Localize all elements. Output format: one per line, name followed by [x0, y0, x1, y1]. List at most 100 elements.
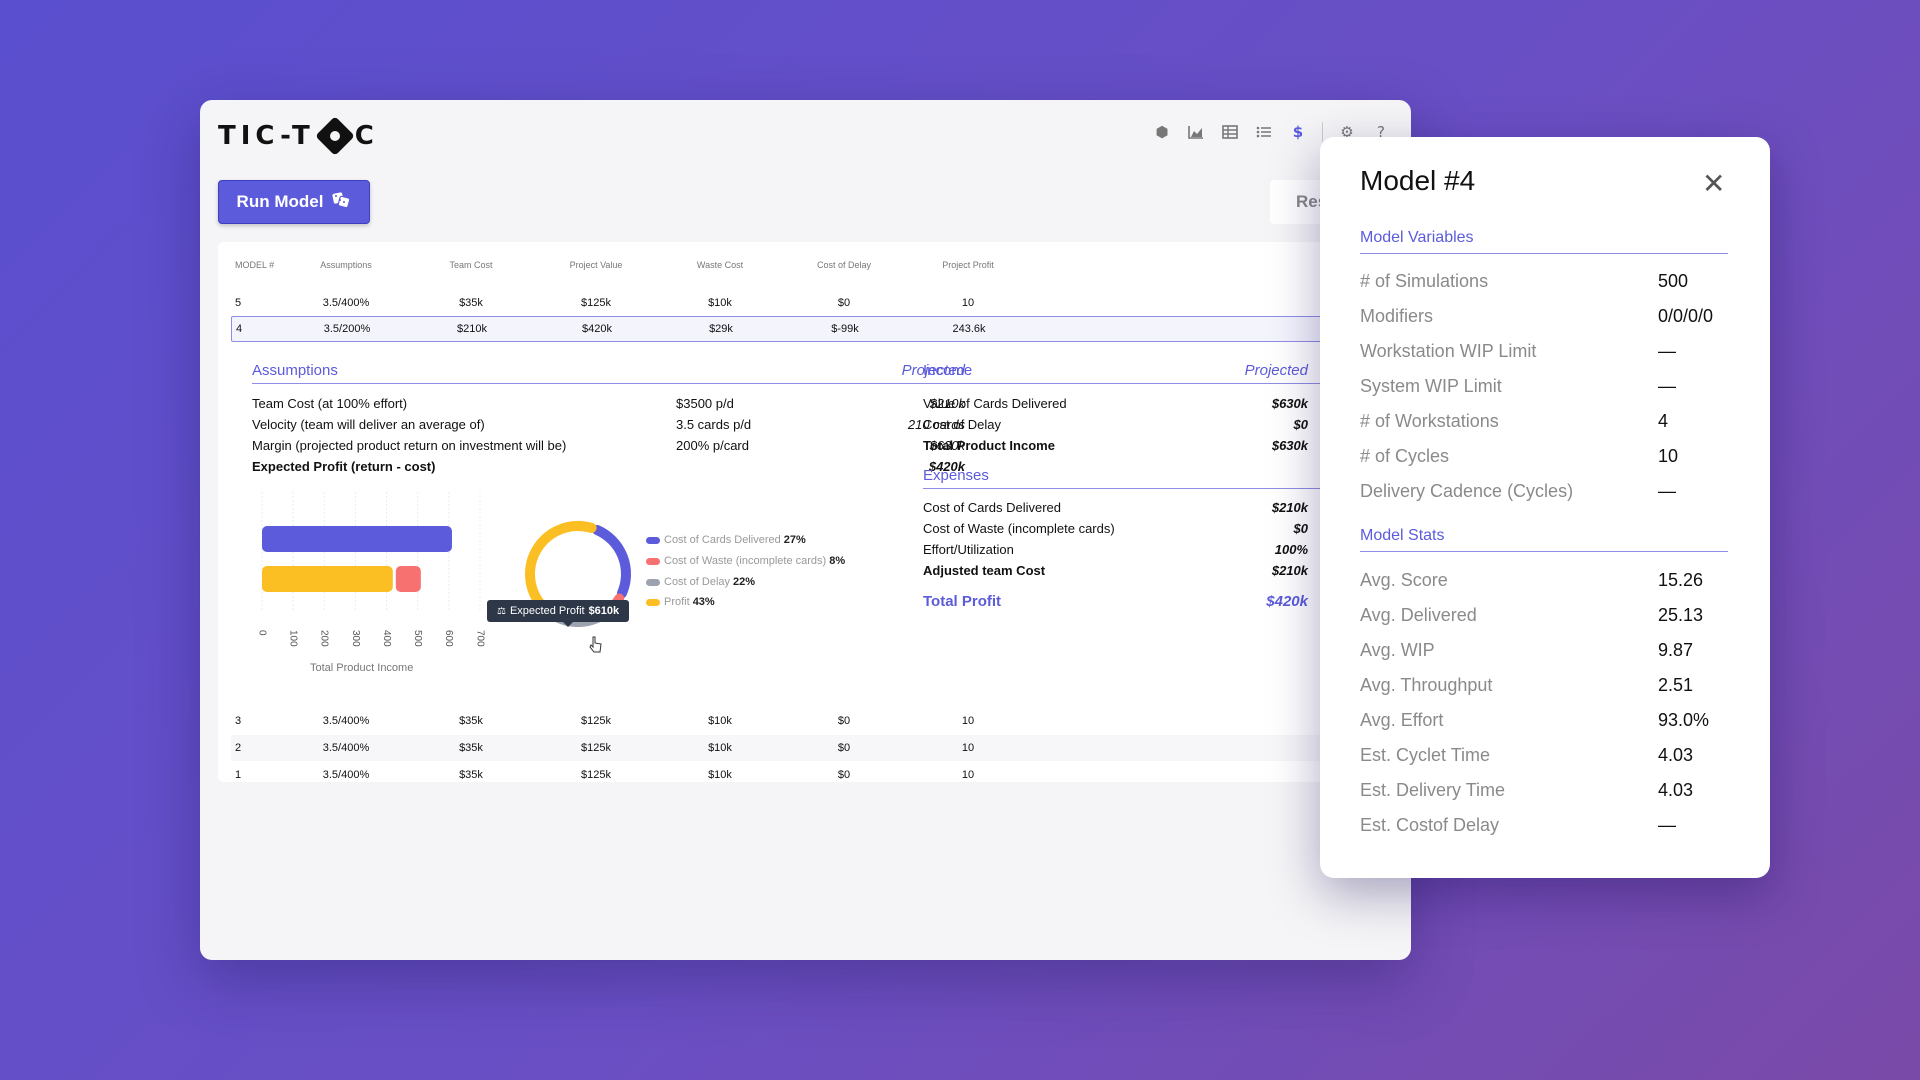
stat-label: Avg. WIP: [1360, 640, 1435, 660]
cell-waste-cost: $29k: [709, 323, 733, 335]
cell-waste-cost: $10k: [708, 715, 732, 727]
cell-team-cost: $35k: [459, 742, 483, 754]
cell-model: 4: [236, 323, 243, 335]
header-waste-cost: Waste Cost: [696, 260, 744, 270]
cell-team-cost: $35k: [459, 769, 483, 781]
variable-value: 500: [1658, 271, 1689, 291]
income-value: $630k: [1271, 396, 1308, 411]
cell-project-profit: 10: [961, 742, 975, 754]
cell-assumptions: 3.5/200%: [323, 323, 371, 335]
assumption-rate: $3500 p/d: [676, 396, 734, 411]
area-chart-icon[interactable]: [1186, 122, 1206, 142]
table-icon[interactable]: [1220, 122, 1240, 142]
variable-value: —: [1658, 481, 1676, 501]
cell-assumptions: 3.5/400%: [322, 297, 370, 309]
logo: TIC-T C: [218, 116, 379, 156]
cell-project-profit: 10: [961, 715, 975, 727]
run-model-button[interactable]: Run Model: [218, 180, 370, 224]
x-tick-label: 700: [474, 630, 485, 647]
legend-swatch: [646, 536, 660, 544]
table-row-selected[interactable]: 4 3.5/200% $210k $420k $29k $-99k 243.6k: [231, 316, 1411, 342]
cell-project-profit: 10: [961, 769, 975, 781]
cell-model: 2: [235, 742, 242, 754]
app-window: TIC-T C ⬢ $ ⚙ ? Run Model Res MODEL # Ass…: [200, 100, 1411, 960]
legend-percent: 8%: [829, 555, 846, 567]
cell-cost-of-delay: $0: [837, 742, 851, 754]
header-team-cost: Team Cost: [449, 260, 493, 270]
logo-text-left: TIC-T: [218, 121, 315, 151]
income-label: Cost of Delay: [923, 417, 1002, 432]
variable-value: 10: [1658, 446, 1679, 466]
dollar-icon[interactable]: $: [1292, 123, 1304, 141]
stat-value: —: [1658, 815, 1676, 835]
variable-label: System WIP Limit: [1360, 376, 1502, 396]
income-bar-chart: 0 100 200 300 400 500 600 700: [256, 492, 485, 647]
tooltip-value: $610k: [588, 605, 620, 617]
table-header: MODEL # Assumptions Team Cost Project Va…: [231, 252, 1411, 278]
assumptions-title: Assumptions: [252, 362, 338, 379]
cell-team-cost: $35k: [459, 297, 483, 309]
expenses-title: Expenses: [923, 467, 989, 484]
expense-value: $0: [1293, 521, 1308, 536]
x-tick-label: 300: [350, 630, 361, 647]
bar-segment: [395, 566, 421, 592]
variable-label: Workstation WIP Limit: [1360, 341, 1537, 361]
cell-project-profit: 10: [961, 297, 975, 309]
gear-icon[interactable]: ⚙: [1340, 123, 1354, 141]
stat-value: 15.26: [1658, 570, 1704, 590]
assumption-value: $420k: [928, 459, 965, 474]
table-row[interactable]: 1 3.5/400% $35k $125k $10k $0 10: [231, 762, 1411, 788]
close-icon[interactable]: ✕: [1702, 167, 1726, 200]
variable-value: 0/0/0/0: [1658, 306, 1714, 326]
x-tick-label: 200: [319, 630, 330, 647]
variable-value: —: [1658, 376, 1676, 396]
variable-value: —: [1658, 341, 1676, 361]
income-value: $630k: [1271, 438, 1308, 453]
expense-value: 100%: [1274, 542, 1308, 557]
logo-text-right: C: [354, 121, 379, 151]
income-title: Income: [923, 362, 973, 379]
variable-label: # of Workstations: [1360, 411, 1499, 431]
cell-assumptions: 3.5/400%: [322, 742, 370, 754]
header-assumptions: Assumptions: [320, 260, 372, 270]
table-row[interactable]: 2 3.5/400% $35k $125k $10k $0 10: [231, 735, 1411, 761]
cell-model: 3: [235, 715, 242, 727]
scale-icon: ⚖: [497, 605, 506, 617]
legend-label: Profit: [664, 596, 690, 608]
mouse-cursor-icon: [589, 636, 603, 659]
assumptions-divider: [252, 383, 965, 384]
legend-swatch: [646, 598, 660, 606]
modal-title: Model #4: [1360, 165, 1476, 196]
cell-model: 1: [235, 769, 242, 781]
expense-label: Effort/Utilization: [923, 542, 1014, 557]
assumption-label: Team Cost (at 100% effort): [252, 396, 408, 411]
expenses-divider: [923, 488, 1383, 489]
cube-icon[interactable]: ⬢: [1155, 123, 1169, 141]
cell-team-cost: $35k: [459, 715, 483, 727]
cell-waste-cost: $10k: [708, 297, 732, 309]
stat-label: Avg. Effort: [1360, 710, 1444, 730]
model-stats-title: Model Stats: [1360, 527, 1445, 544]
help-icon[interactable]: ?: [1377, 123, 1385, 141]
stat-label: Est. Cyclet Time: [1360, 745, 1491, 765]
list-icon[interactable]: [1254, 122, 1274, 142]
income-projected-label: Projected: [1244, 362, 1308, 379]
table-row[interactable]: 3 3.5/400% $35k $125k $10k $0 10: [231, 708, 1411, 734]
variable-label: Delivery Cadence (Cycles): [1360, 481, 1574, 501]
cell-assumptions: 3.5/400%: [322, 769, 370, 781]
variable-value: 4: [1658, 411, 1669, 431]
results-panel: MODEL # Assumptions Team Cost Project Va…: [218, 242, 1411, 782]
assumption-rate: 3.5 cards p/d: [676, 417, 752, 432]
donut-slice: [525, 521, 597, 611]
legend-percent: 27%: [783, 534, 806, 546]
toolbar: ⬢ $ ⚙ ?: [1152, 122, 1391, 142]
table-row[interactable]: 5 3.5/400% $35k $125k $10k $0 10: [231, 290, 1411, 316]
header-project-profit: Project Profit: [942, 260, 994, 270]
expense-value: $210k: [1271, 563, 1308, 578]
stat-value: 4.03: [1658, 780, 1694, 800]
cell-cost-of-delay: $-99k: [831, 323, 859, 335]
x-tick-label: 400: [381, 630, 392, 647]
bar-chart-xlabel: Total Product Income: [310, 662, 414, 674]
total-profit-label: Total Profit: [923, 593, 1002, 610]
cell-cost-of-delay: $0: [837, 297, 851, 309]
